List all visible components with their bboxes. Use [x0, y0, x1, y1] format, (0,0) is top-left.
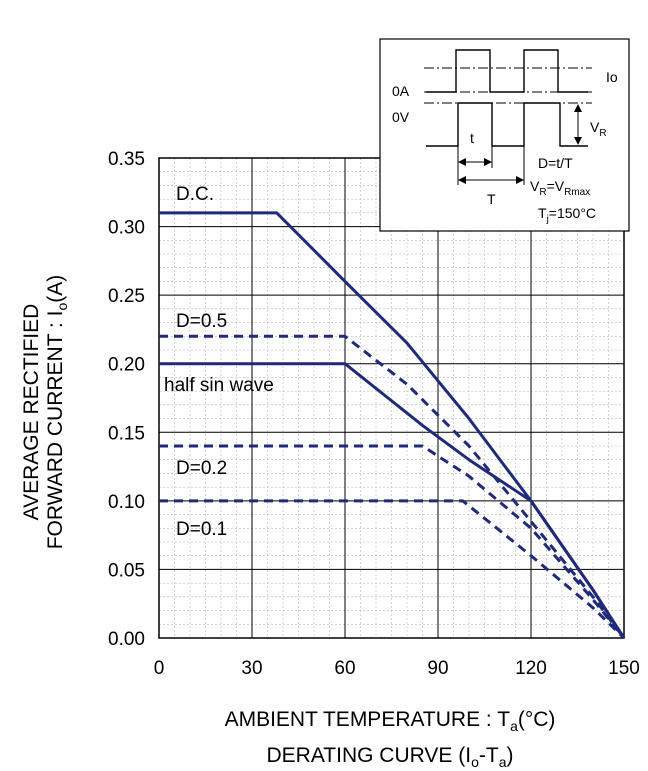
x-tick-label: 150: [608, 658, 640, 679]
inset-label-0v: 0V: [392, 109, 410, 125]
label-d05: D=0.5: [176, 311, 227, 332]
x-tick-labels: 0 30 60 90 120 150: [154, 658, 640, 679]
inset-label-vr: VR: [590, 119, 607, 139]
label-d02: D=0.2: [176, 458, 227, 479]
inset-frame: [379, 38, 630, 232]
y-tick-label: 0.00: [108, 629, 145, 650]
y-tick-labels: 0.00 0.05 0.10 0.15 0.20 0.25 0.30 0.35: [108, 149, 145, 650]
y-tick-label: 0.35: [108, 149, 145, 170]
inset-current-wave: [426, 49, 588, 93]
x-tick-label: 120: [515, 658, 547, 679]
series-lines: [159, 211, 626, 640]
x-tick-label: 0: [154, 658, 165, 679]
y-axis-title-line2: FORWARD CURRENT : Io(A): [44, 275, 70, 550]
y-tick-label: 0.30: [108, 218, 145, 239]
label-half-sin: half sin wave: [164, 375, 274, 396]
label-d01: D=0.1: [176, 519, 227, 540]
series-line-4: [159, 499, 626, 640]
x-tick-label: 60: [334, 658, 355, 679]
waveform-inset: 0A 0V Io t T VR D=t/T VR=VRmax Tj=150°C: [379, 38, 630, 232]
inset-label-t: t: [470, 130, 474, 146]
chart-caption: DERATING CURVE (Io-Ta): [267, 744, 514, 770]
x-axis-title: AMBIENT TEMPERATURE : Ta(°C): [225, 708, 556, 734]
y-axis-title: AVERAGE RECTIFIED: [20, 304, 43, 521]
y-axis-title-line1: AVERAGE RECTIFIED: [20, 304, 43, 521]
inset-label-io: Io: [606, 69, 618, 85]
inset-vr-arrowhead-bot: [574, 137, 582, 145]
x-tick-label: 90: [427, 658, 448, 679]
inset-eq-tj: Tj=150°C: [538, 205, 596, 225]
series-line-1: [159, 334, 626, 639]
series-line-2: [159, 362, 626, 639]
inset-eq-vr: VR=VRmax: [530, 178, 590, 198]
y-tick-label: 0.20: [108, 355, 145, 376]
inset-label-0a: 0A: [392, 83, 410, 99]
y-tick-label: 0.05: [108, 560, 145, 581]
y-axis-title-2: FORWARD CURRENT : Io(A): [44, 275, 70, 550]
x-tick-label: 30: [241, 658, 262, 679]
inset-vr-arrowhead-top: [574, 104, 582, 112]
y-tick-label: 0.25: [108, 286, 145, 307]
inset-eq-duty: D=t/T: [538, 155, 573, 171]
inset-voltage-wave: [426, 102, 588, 147]
y-tick-label: 0.15: [108, 423, 145, 444]
inset-label-T: T: [487, 191, 496, 207]
y-tick-label: 0.10: [108, 492, 145, 513]
series-line-3: [159, 444, 626, 639]
label-dc: D.C.: [176, 184, 214, 205]
